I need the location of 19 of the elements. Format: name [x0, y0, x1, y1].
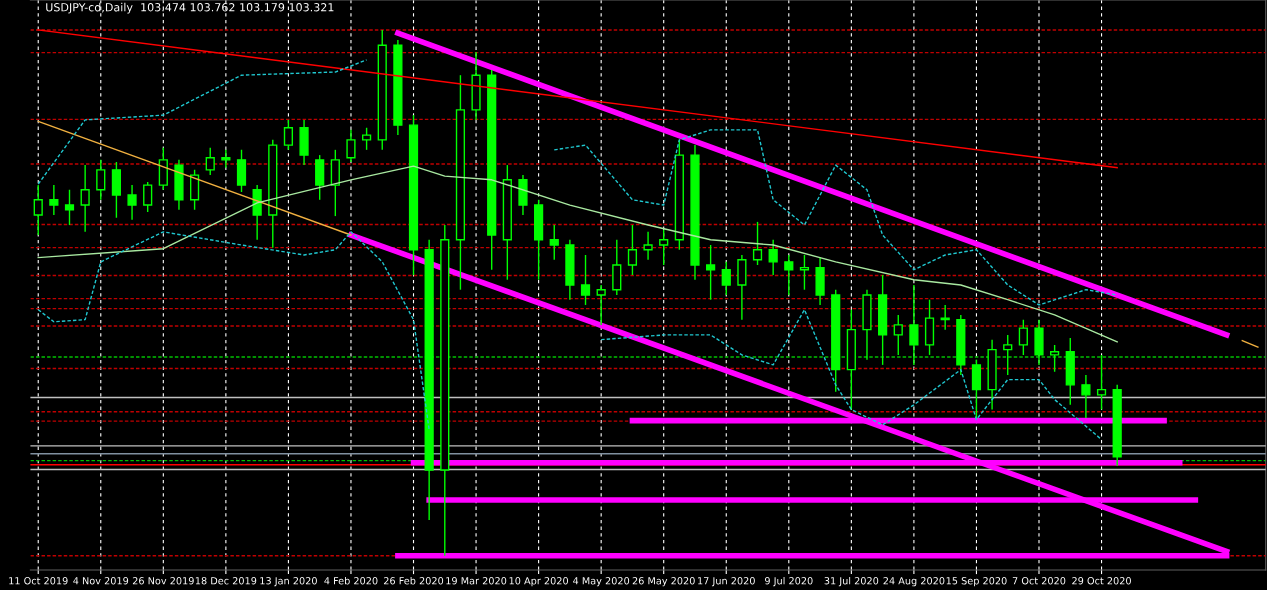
x-tick-label: 17 Jun 2020	[698, 577, 755, 587]
x-tick-label: 24 Aug 2020	[883, 577, 945, 587]
x-tick-label: 18 Dec 2019	[195, 577, 257, 585]
x-tick-label: 4 Feb 2020	[324, 576, 378, 585]
x-tick-label: 4 Nov 2019	[73, 577, 129, 585]
x-tick-label: 26 Nov 2019	[132, 577, 194, 585]
x-tick-label: 26 May 2020	[632, 577, 695, 587]
x-tick-label: 26 Feb 2020	[383, 576, 444, 585]
x-tick-label: 7 Oct 2020	[1012, 577, 1066, 585]
chart-title: USDJPY-cd,Daily 103.474 103.762 103.179 103.321	[46, 2, 334, 14]
x-tick-label: 19 Mar 2020	[446, 577, 507, 585]
x-tick-label: 9 Jul 2020	[765, 576, 813, 587]
x-tick-label: 31 Jul 2020	[824, 576, 879, 587]
x-tick-label: 29 Oct 2020	[1072, 577, 1131, 585]
x-tick-label: 15 Sep 2020	[946, 577, 1007, 587]
x-tick-label: 13 Jan 2020	[260, 577, 317, 587]
x-tick-label: 11 Oct 2019	[9, 577, 68, 585]
x-tick-label: 4 May 2020	[573, 577, 630, 587]
x-tick-label: 10 Apr 2020	[509, 577, 569, 587]
